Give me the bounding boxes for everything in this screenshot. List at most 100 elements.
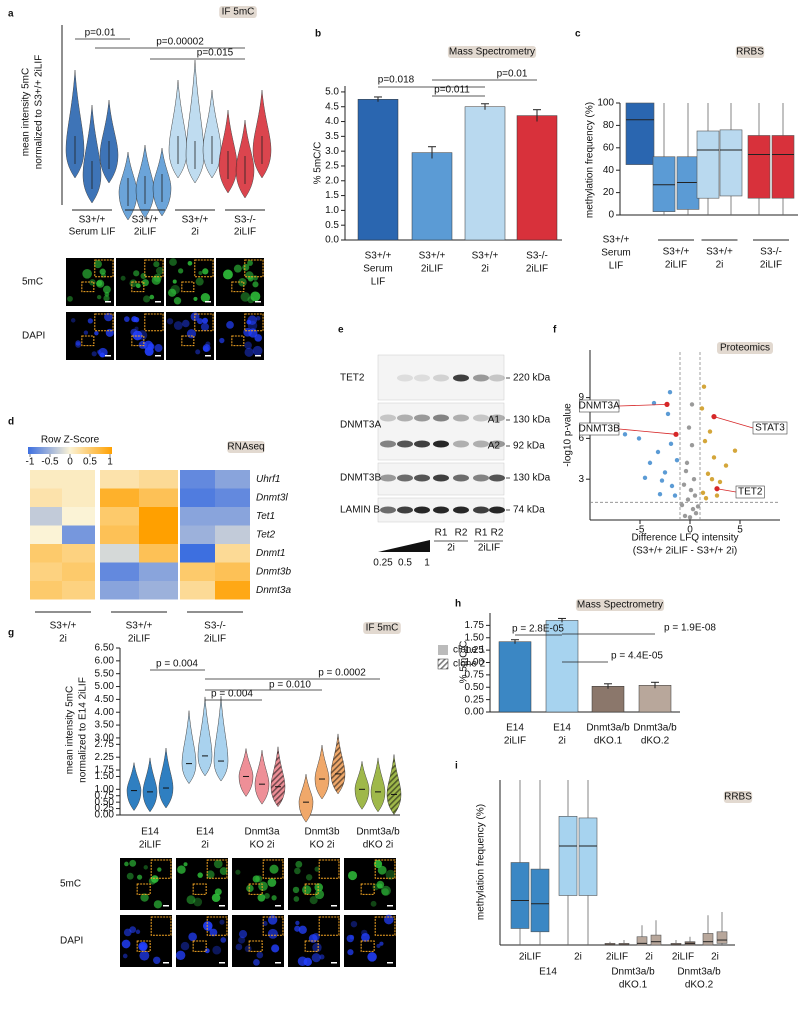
axis-title: (S3+/+ 2iLIF - S3+/+ 2i) — [633, 546, 738, 557]
scale-bar — [163, 905, 169, 907]
p-value: p = 1.9E-08 — [664, 623, 716, 634]
cell — [213, 859, 223, 869]
box — [510, 862, 530, 929]
highlight-point — [711, 414, 717, 420]
cell — [267, 878, 277, 887]
cell — [381, 885, 391, 896]
y-tick-label: 1.75 — [95, 765, 115, 776]
method-tag-text: Proteomics — [720, 343, 770, 354]
y-tick-label: 2.25 — [95, 752, 115, 763]
y-tick-label: 5.00 — [95, 681, 115, 692]
group-label: S3+/+ — [50, 621, 77, 632]
cell — [255, 875, 263, 883]
point — [714, 493, 720, 498]
band — [453, 506, 469, 514]
cell — [245, 271, 254, 280]
point — [668, 441, 674, 447]
inset — [244, 259, 264, 278]
x-tick-label: Serum — [601, 248, 630, 259]
cell — [135, 283, 141, 289]
highlight-point — [664, 401, 670, 407]
x-tick-label: 2iLIF — [606, 952, 628, 963]
inset — [374, 859, 396, 879]
x-tick-label: dKO.1 — [594, 736, 623, 747]
cell — [252, 875, 260, 883]
y-tick-label: 1.00 — [95, 784, 115, 795]
cell — [271, 944, 280, 953]
heat-cell — [30, 581, 62, 600]
violin — [82, 104, 102, 204]
cell — [292, 886, 300, 894]
legend-tick-label: -1 — [26, 457, 35, 468]
x-tick-label: Dnmt3a/b — [586, 723, 630, 734]
x-tick-label: 2iLIF — [519, 952, 541, 963]
cell — [141, 279, 149, 287]
inset — [194, 313, 214, 332]
band — [453, 374, 469, 382]
callout-box — [735, 485, 765, 499]
cell — [258, 881, 268, 892]
x-tick-label: 2i — [558, 736, 566, 747]
cell — [238, 936, 246, 944]
p-value: p=0.018 — [378, 75, 415, 86]
y-tick-label: 3 — [578, 474, 584, 485]
point — [717, 479, 723, 485]
cell — [186, 895, 196, 905]
cell — [187, 260, 193, 266]
scale-bar — [219, 962, 225, 964]
y-tick-label: 1.75 — [465, 620, 485, 631]
band — [453, 440, 469, 448]
roi — [81, 281, 95, 293]
y-tick-label: 20 — [603, 187, 615, 198]
cell — [104, 312, 113, 322]
cell — [140, 273, 147, 280]
heat-cell — [139, 544, 178, 563]
gene-label: Dnmt3a — [256, 585, 291, 596]
y-tick-label: 0.25 — [465, 694, 485, 705]
p-value: p = 4.4E-05 — [611, 651, 663, 662]
cell — [209, 928, 218, 937]
gene-label: Dnmt3l — [256, 492, 288, 503]
roi — [360, 940, 375, 952]
y-tick-label: 1.25 — [465, 645, 485, 656]
cell — [123, 928, 132, 937]
method-tag — [363, 622, 401, 634]
cell — [124, 861, 129, 867]
group-label: S3+/+ — [132, 215, 159, 226]
p-value: p = 0.0002 — [318, 668, 366, 679]
cell — [70, 318, 76, 323]
panel-letter: h — [455, 599, 461, 610]
heat-cell — [180, 470, 215, 489]
heat-cell — [100, 581, 139, 600]
legend-swatch — [438, 645, 448, 655]
point — [655, 449, 661, 455]
x-tick-label: 2i — [574, 952, 582, 963]
cell — [167, 288, 177, 297]
cell — [376, 880, 385, 889]
method-tag-text: Mass Spectrometry — [449, 47, 535, 58]
y-tick-label: 1.50 — [95, 771, 115, 782]
y-tick-label: 0.75 — [95, 790, 115, 801]
violin — [126, 762, 142, 812]
cell — [182, 319, 190, 328]
heat-cell — [30, 544, 62, 563]
heat-cell — [100, 507, 139, 526]
point — [642, 475, 648, 481]
x-tick-label: Dnmt3b — [304, 827, 339, 838]
cell — [244, 945, 252, 953]
point — [723, 463, 729, 468]
scale-bar — [205, 355, 211, 357]
cell — [293, 896, 300, 902]
cell — [126, 872, 134, 880]
cell — [204, 948, 210, 954]
x-tick-label: 2i — [711, 952, 719, 963]
condition-label: 2iLIF — [478, 543, 500, 554]
point — [691, 477, 697, 482]
heat-cell — [180, 562, 215, 581]
gene-label: Tet2 — [256, 529, 276, 540]
axis-title: mean intensity 5mC — [21, 68, 32, 156]
group-label: 2iLIF — [234, 227, 256, 238]
legend-title: Row Z-Score — [41, 435, 100, 446]
cell — [140, 893, 149, 902]
band — [397, 374, 413, 382]
